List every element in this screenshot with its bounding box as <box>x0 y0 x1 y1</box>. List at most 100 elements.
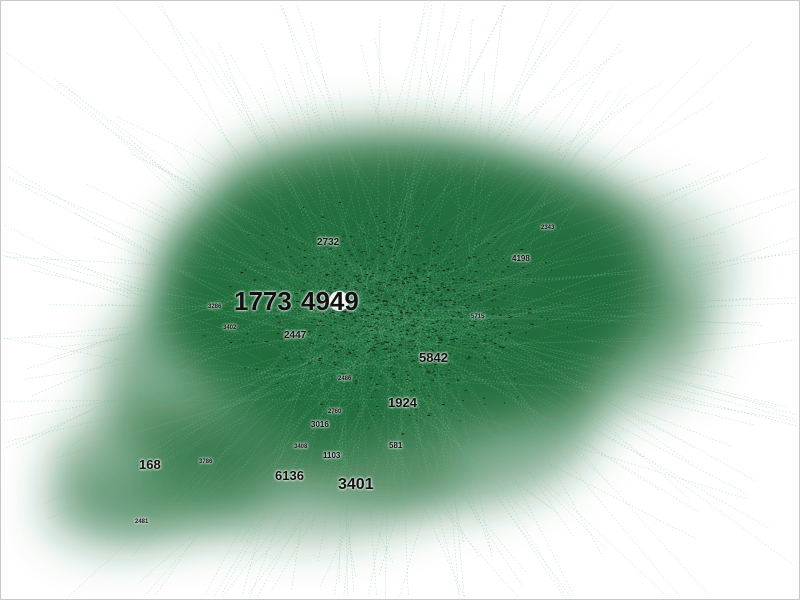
node-dot <box>390 246 393 248</box>
node-dot <box>301 392 303 394</box>
node-label-1924: 1924 <box>388 395 417 410</box>
edge <box>338 313 350 333</box>
node-dot <box>471 277 473 278</box>
edge <box>404 358 409 381</box>
edge <box>366 2 463 354</box>
node-dot <box>375 343 377 345</box>
edge <box>386 314 440 468</box>
node-dot <box>355 305 359 306</box>
node-dot <box>329 324 333 326</box>
node-dot <box>455 282 457 284</box>
edge <box>456 327 462 333</box>
edge <box>401 285 756 481</box>
node-dot <box>411 308 414 310</box>
node-dot <box>475 256 477 258</box>
edge <box>402 317 428 328</box>
node-dot <box>431 291 433 293</box>
node-dot <box>279 369 281 371</box>
edge <box>294 312 335 316</box>
node-dot <box>379 282 383 284</box>
node-dot <box>468 257 471 259</box>
node-dot <box>415 292 419 294</box>
node-label-168: 168 <box>139 457 161 472</box>
node-dot <box>409 380 411 382</box>
node-dot <box>487 361 490 363</box>
node-dot <box>372 318 375 320</box>
node-dot <box>402 325 404 327</box>
node-dot <box>442 325 446 327</box>
node-dot <box>430 379 434 381</box>
edge <box>311 306 326 333</box>
edge <box>248 357 489 568</box>
node-dot <box>358 362 360 364</box>
edge <box>357 292 369 304</box>
node-dot <box>406 374 408 376</box>
node-dot <box>330 293 332 295</box>
node-dot <box>293 322 295 324</box>
node-dot <box>437 253 440 254</box>
edge <box>378 307 459 577</box>
edge <box>285 240 304 247</box>
node-dot <box>372 349 375 351</box>
node-dot <box>462 400 464 401</box>
node-dot <box>390 315 394 317</box>
node-dot <box>294 264 297 266</box>
node-dot <box>367 325 369 327</box>
node-dot <box>354 380 358 382</box>
node-dot <box>397 270 399 272</box>
edge <box>351 290 355 302</box>
edge <box>385 60 580 266</box>
edge <box>251 342 261 357</box>
edge <box>4 50 331 296</box>
node-dot <box>439 303 443 305</box>
node-dot <box>369 377 373 379</box>
node-dot <box>393 341 397 342</box>
edge <box>429 58 701 337</box>
node-dot <box>312 257 316 259</box>
node-dot <box>404 246 407 248</box>
node-dot <box>365 274 369 276</box>
edge <box>464 289 475 302</box>
node-dot <box>531 282 535 283</box>
node-dot <box>428 309 430 311</box>
node-dot <box>428 297 432 299</box>
node-dot <box>483 397 485 399</box>
edge <box>442 341 454 345</box>
node-dot <box>398 307 401 309</box>
node-dot <box>368 278 372 280</box>
edge <box>320 288 410 437</box>
node-dot <box>289 256 293 258</box>
edge <box>420 272 444 278</box>
edge <box>399 249 798 342</box>
node-dot <box>304 264 308 266</box>
edge <box>327 222 332 232</box>
node-dot <box>336 342 339 344</box>
node-dot <box>501 347 504 349</box>
edge <box>283 62 386 336</box>
node-dot <box>406 332 408 334</box>
edge <box>281 2 383 339</box>
edge <box>379 345 399 350</box>
node-dot <box>316 324 319 326</box>
edge <box>418 340 428 346</box>
node-dot <box>551 269 553 271</box>
edge <box>490 293 504 300</box>
node-dot <box>522 267 525 268</box>
node-dot <box>343 311 347 313</box>
node-dot <box>374 322 377 324</box>
edge <box>268 301 370 478</box>
edge <box>401 354 406 364</box>
edge <box>100 303 390 322</box>
node-dot <box>253 279 257 281</box>
node-label-3016: 3016 <box>311 420 329 429</box>
node-dot <box>435 300 439 302</box>
node-label-3786: 3786 <box>199 459 213 465</box>
edge <box>482 345 798 427</box>
node-dot <box>438 345 440 347</box>
node-dot <box>329 343 331 345</box>
node-dot <box>416 285 419 287</box>
node-dot <box>393 261 395 263</box>
node-dot <box>503 298 506 300</box>
node-dot <box>382 300 385 302</box>
node-dot <box>402 282 405 284</box>
